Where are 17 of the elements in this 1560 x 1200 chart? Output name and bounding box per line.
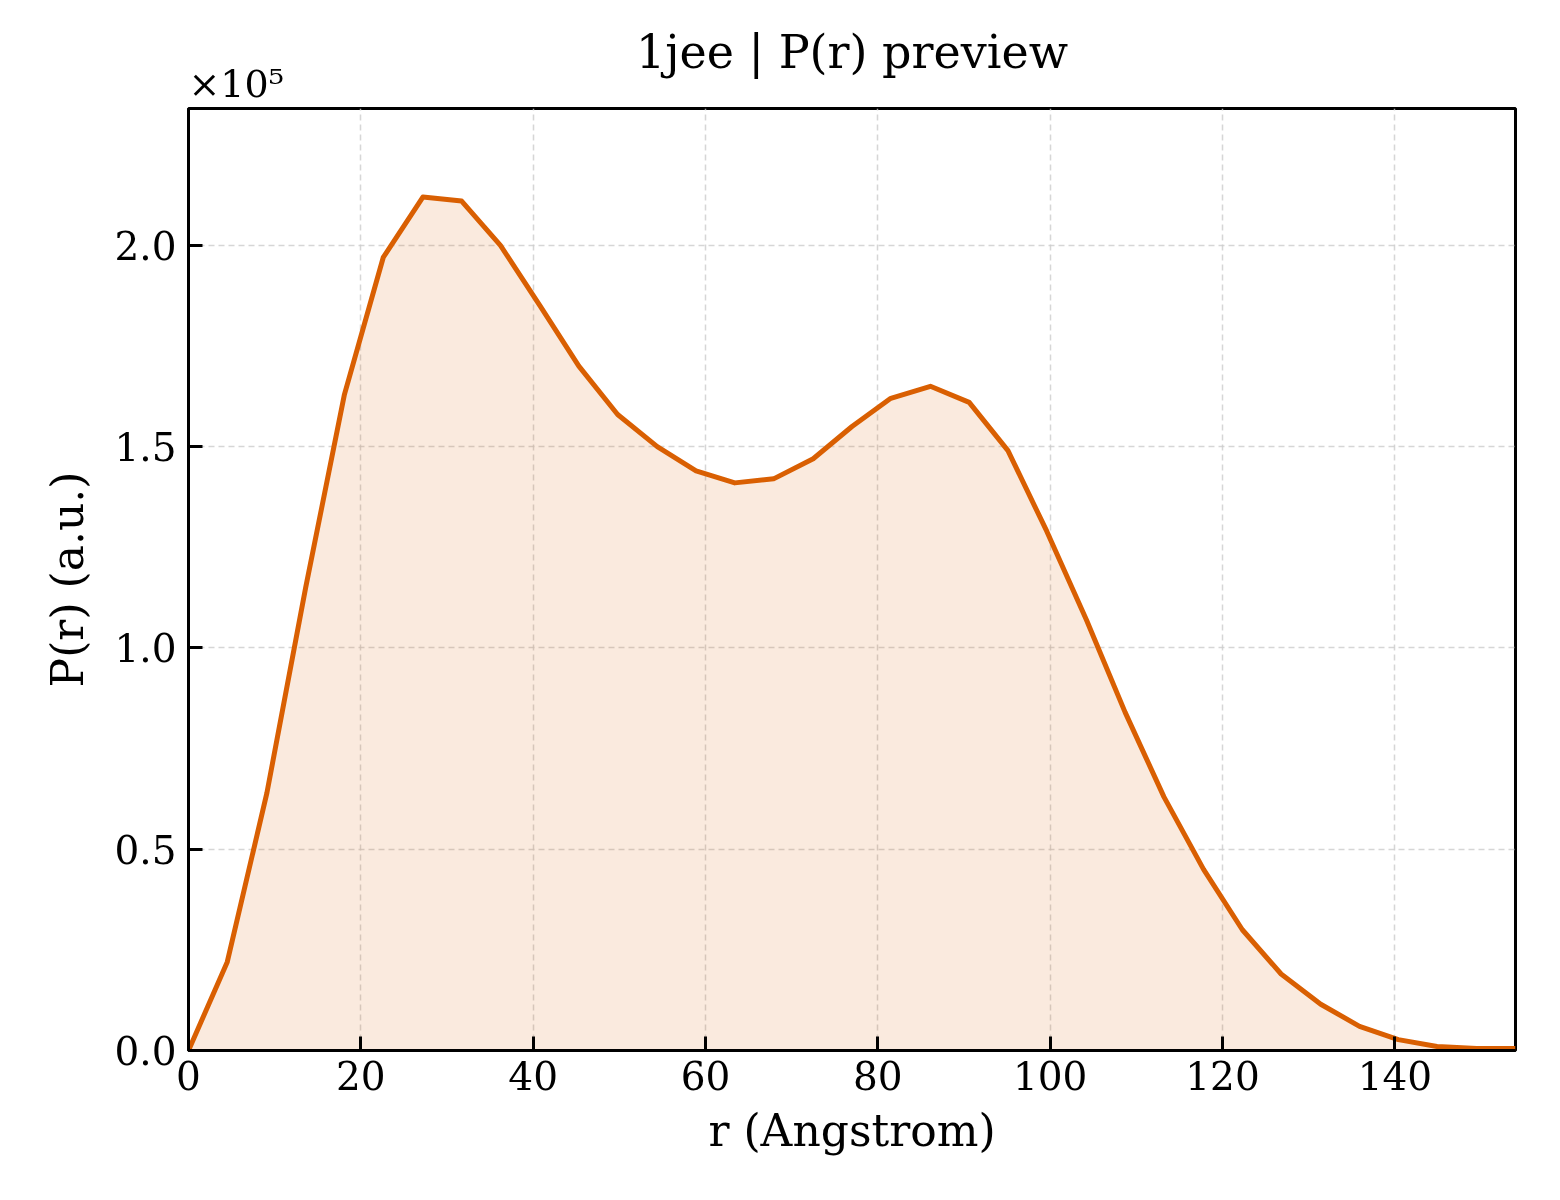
y-tick-label: 0.5: [114, 827, 177, 873]
text: ×10⁵: [188, 61, 284, 106]
x-tick-label: 100: [1012, 1053, 1088, 1099]
y-axis-title: P(r) (a.u.): [42, 471, 94, 688]
x-tick-label: 40: [508, 1053, 558, 1099]
x-tick-label: 60: [680, 1053, 731, 1099]
x-tick-label: 0: [176, 1053, 201, 1099]
x-tick-label: 120: [1185, 1053, 1260, 1099]
y-tick-label: 0.0: [114, 1029, 177, 1074]
y-tick-label: 1.5: [114, 425, 177, 471]
x-tick-label: 80: [853, 1053, 903, 1099]
y-tick-label: 2.0: [114, 223, 177, 269]
x-tick-label: 20: [336, 1053, 386, 1099]
x-tick-label: 140: [1357, 1053, 1433, 1099]
y-tick-label: 1.0: [114, 626, 177, 672]
x-axis-title: r (Angstrom): [708, 1104, 996, 1156]
chart-title: 1jee | P(r) preview: [635, 24, 1069, 79]
